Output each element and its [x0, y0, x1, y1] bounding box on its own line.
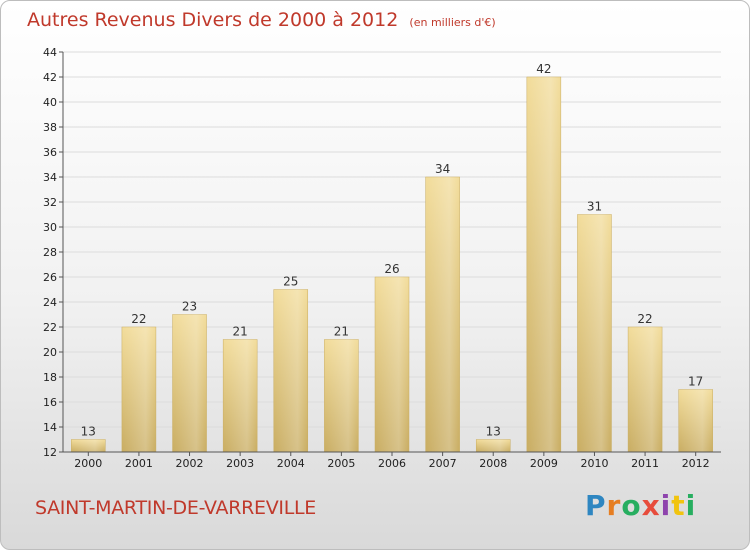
logo-letter: t — [671, 489, 686, 522]
bar-highlight — [375, 277, 409, 452]
bar-highlight — [678, 389, 713, 452]
bar-value-label: 25 — [283, 275, 298, 289]
y-tick-label: 30 — [43, 221, 57, 234]
x-tick-label: 2001 — [125, 457, 153, 470]
commune-name: SAINT-MARTIN-DE-VARREVILLE — [35, 497, 316, 519]
bar-highlight — [273, 289, 308, 452]
proxiti-logo[interactable]: Proxiti — [585, 489, 696, 522]
x-tick-label: 2012 — [682, 457, 710, 470]
y-tick-label: 22 — [43, 321, 57, 334]
y-tick-label: 20 — [43, 346, 57, 359]
y-tick-label: 26 — [43, 271, 57, 284]
logo-letter: r — [606, 489, 622, 522]
bar-highlight — [71, 439, 106, 452]
y-tick-label: 44 — [43, 46, 57, 59]
x-tick-label: 2003 — [226, 457, 254, 470]
bar-highlight — [526, 77, 561, 452]
bar-highlight — [425, 177, 460, 452]
bar-value-label: 42 — [536, 62, 551, 76]
chart-title-main: Autres Revenus Divers de 2000 à 2012 — [27, 9, 399, 31]
bar-value-label: 31 — [587, 200, 602, 214]
bar-highlight — [577, 214, 612, 452]
chart-title: Autres Revenus Divers de 2000 à 2012 (en… — [27, 9, 496, 31]
y-tick-label: 42 — [43, 71, 57, 84]
bar-value-label: 21 — [334, 325, 349, 339]
bars: 13 22 23 21 25 21 26 34 13 42 31 22 17 — [71, 62, 713, 453]
bar-highlight — [628, 327, 663, 452]
chart-unit-note: (en milliers d'€) — [409, 16, 496, 29]
y-axis: 12 14 16 18 20 22 24 26 28 30 32 34 36 38 40 42 44 — [43, 46, 64, 459]
bar-value-label: 22 — [131, 312, 146, 326]
x-tick-label: 2004 — [277, 457, 305, 470]
x-axis: 2000 2001 2002 2003 2004 2005 2006 2007 2008 2009… — [63, 451, 721, 470]
bar-value-label: 17 — [688, 375, 703, 389]
bar-value-label: 13 — [486, 425, 501, 439]
x-tick-label: 2005 — [327, 457, 355, 470]
y-tick-label: 14 — [43, 421, 57, 434]
logo-letter: i — [660, 489, 672, 522]
y-tick-label: 34 — [43, 171, 57, 184]
bar-highlight — [172, 314, 207, 452]
bar-value-label: 13 — [81, 425, 96, 439]
logo-letter: x — [641, 489, 661, 522]
y-tick-label: 12 — [43, 446, 57, 459]
x-tick-label: 2007 — [429, 457, 457, 470]
x-tick-label: 2008 — [479, 457, 507, 470]
y-tick-label: 32 — [43, 196, 57, 209]
bar-highlight — [324, 339, 359, 452]
bar-value-label: 23 — [182, 300, 197, 314]
bar-value-label: 22 — [637, 312, 652, 326]
y-tick-label: 18 — [43, 371, 57, 384]
y-tick-label: 40 — [43, 96, 57, 109]
y-tick-label: 28 — [43, 246, 57, 259]
y-tick-label: 16 — [43, 396, 57, 409]
logo-letter: o — [621, 489, 642, 522]
bar-value-label: 21 — [233, 325, 248, 339]
y-tick-label: 36 — [43, 146, 57, 159]
x-tick-label: 2011 — [631, 457, 659, 470]
bar-value-label: 26 — [384, 262, 399, 276]
y-tick-label: 24 — [43, 296, 57, 309]
logo-letter: P — [585, 489, 607, 522]
x-tick-label: 2000 — [74, 457, 102, 470]
logo-letter: i — [685, 489, 697, 522]
y-tick-label: 38 — [43, 121, 57, 134]
bar-value-label: 34 — [435, 162, 450, 176]
x-tick-label: 2006 — [378, 457, 406, 470]
x-tick-label: 2010 — [580, 457, 608, 470]
bar-highlight — [121, 327, 156, 452]
bar-highlight — [476, 439, 511, 452]
bar-highlight — [223, 339, 258, 452]
x-tick-label: 2002 — [176, 457, 204, 470]
x-tick-label: 2009 — [530, 457, 558, 470]
